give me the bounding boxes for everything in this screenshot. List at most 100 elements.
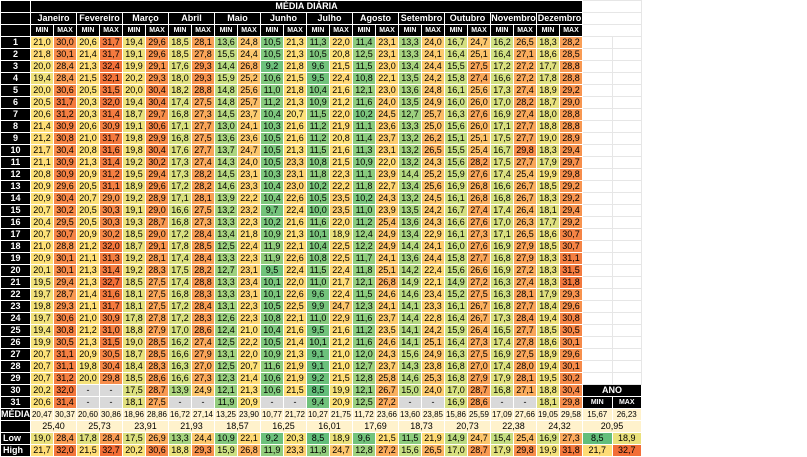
min-temp-cell[interactable]: 21,3 xyxy=(76,276,100,289)
max-temp-cell[interactable]: 27,2 xyxy=(467,276,491,289)
min-temp-cell[interactable]: 9,2 xyxy=(260,60,284,73)
min-temp-cell[interactable]: 9,5 xyxy=(260,264,284,277)
max-temp-cell[interactable]: 28,4 xyxy=(53,72,77,85)
ano-max-value[interactable]: 26,23 xyxy=(611,408,642,421)
ano-low-min[interactable]: 8,5 xyxy=(582,432,613,445)
min-temp-cell[interactable]: 21,2 xyxy=(76,240,100,253)
max-temp-cell[interactable]: 25,2 xyxy=(421,168,445,181)
max-temp-cell[interactable]: 31,5 xyxy=(559,264,583,277)
max-temp-cell[interactable]: 29,3 xyxy=(559,288,583,301)
min-temp-cell[interactable]: 14,5 xyxy=(214,168,238,181)
max-temp-cell[interactable]: 32,0 xyxy=(99,96,123,109)
max-temp-cell[interactable]: 23,1 xyxy=(237,168,261,181)
ano-high-min[interactable]: 21,7 xyxy=(582,444,613,457)
min-temp-cell[interactable]: 10,4 xyxy=(260,192,284,205)
max-temp-cell[interactable]: 21,6 xyxy=(283,216,307,229)
min-temp-cell[interactable]: 18,2 xyxy=(168,84,192,97)
max-temp-cell[interactable]: 30,1 xyxy=(559,336,583,349)
max-temp-cell[interactable]: 30,5 xyxy=(559,324,583,337)
max-temp-cell[interactable]: 24,1 xyxy=(375,252,399,265)
max-temp-cell[interactable]: 22,0 xyxy=(375,156,399,169)
max-temp-cell[interactable]: 22,1 xyxy=(375,72,399,85)
max-temp-cell[interactable]: 21,6 xyxy=(283,120,307,133)
min-temp-cell[interactable]: 17,1 xyxy=(168,120,192,133)
max-temp-cell[interactable]: 24,6 xyxy=(375,288,399,301)
max-temp-cell[interactable]: 28,8 xyxy=(559,60,583,73)
max-temp-cell[interactable]: 21,3 xyxy=(283,144,307,157)
max-temp-cell[interactable]: 26,2 xyxy=(421,132,445,145)
min-temp-cell[interactable]: 18,7 xyxy=(536,96,560,109)
max-temp-cell[interactable]: 28,7 xyxy=(467,384,491,397)
max-temp-cell[interactable]: 27,0 xyxy=(191,360,215,373)
min-temp-cell[interactable]: 17,5 xyxy=(168,264,192,277)
min-temp-cell[interactable]: 13,4 xyxy=(398,228,422,241)
min-temp-cell[interactable]: 17,4 xyxy=(168,96,192,109)
max-temp-cell[interactable]: 29,6 xyxy=(145,36,169,49)
max-temp-cell[interactable]: 22,5 xyxy=(329,240,353,253)
max-temp-cell[interactable]: 28,8 xyxy=(53,240,77,253)
min-temp-cell[interactable]: 15,6 xyxy=(444,120,468,133)
max-temp-cell[interactable]: 24,7 xyxy=(329,300,353,313)
min-temp-cell[interactable]: 15,8 xyxy=(444,72,468,85)
min-temp-cell[interactable]: 15,1 xyxy=(444,132,468,145)
min-temp-cell[interactable]: 13,3 xyxy=(214,288,238,301)
min-temp-cell[interactable]: 13,2 xyxy=(398,132,422,145)
max-temp-cell[interactable]: 26,4 xyxy=(513,204,537,217)
max-temp-cell[interactable]: 28,2 xyxy=(559,36,583,49)
low-min-cell[interactable]: 8,5 xyxy=(306,432,330,445)
min-temp-cell[interactable]: 18,9 xyxy=(536,348,560,361)
min-temp-cell[interactable]: 20,6 xyxy=(76,120,100,133)
min-temp-cell[interactable]: 17,1 xyxy=(490,228,514,241)
min-temp-cell[interactable]: 11,6 xyxy=(352,312,376,325)
max-temp-cell[interactable]: 29,1 xyxy=(145,60,169,73)
max-temp-cell[interactable]: 25,2 xyxy=(237,72,261,85)
media-month-cell[interactable]: 21,93 xyxy=(168,420,215,433)
min-temp-cell[interactable]: 18,1 xyxy=(536,396,560,409)
max-temp-cell[interactable]: 27,2 xyxy=(375,396,399,409)
max-temp-cell[interactable]: 27,5 xyxy=(467,60,491,73)
max-temp-cell[interactable]: 27,9 xyxy=(467,372,491,385)
max-temp-cell[interactable]: 28,5 xyxy=(145,336,169,349)
high-max-cell[interactable]: 32,0 xyxy=(53,444,77,457)
media-month-cell[interactable]: 25,40 xyxy=(30,420,77,433)
max-temp-cell[interactable]: 22,1 xyxy=(421,276,445,289)
min-temp-cell[interactable]: 11,7 xyxy=(352,252,376,265)
max-temp-cell[interactable]: 31,1 xyxy=(53,360,77,373)
max-temp-cell[interactable]: 27,5 xyxy=(513,348,537,361)
max-temp-cell[interactable]: 24,1 xyxy=(421,240,445,253)
min-temp-cell[interactable]: 21,4 xyxy=(30,120,54,133)
max-temp-cell[interactable]: 21,6 xyxy=(329,144,353,157)
max-temp-cell[interactable]: 31,6 xyxy=(99,288,123,301)
min-temp-cell[interactable]: 16,8 xyxy=(168,132,192,145)
max-temp-cell[interactable]: 25,0 xyxy=(421,120,445,133)
min-temp-cell[interactable]: 18,9 xyxy=(122,180,146,193)
min-temp-cell[interactable]: 17,5 xyxy=(490,132,514,145)
min-temp-cell[interactable]: 19,2 xyxy=(122,192,146,205)
media-month-cell[interactable]: 23,91 xyxy=(122,420,169,433)
min-temp-cell[interactable]: 13,5 xyxy=(398,72,422,85)
max-temp-cell[interactable]: 23,1 xyxy=(375,48,399,61)
max-temp-cell[interactable]: 21,7 xyxy=(329,276,353,289)
min-temp-cell[interactable]: 15,6 xyxy=(398,348,422,361)
min-temp-cell[interactable]: 13,1 xyxy=(214,300,238,313)
max-temp-cell[interactable]: 22,1 xyxy=(283,240,307,253)
max-temp-cell[interactable]: 21,5 xyxy=(283,72,307,85)
min-temp-cell[interactable]: 17,1 xyxy=(168,192,192,205)
ano-average-cell[interactable]: 20,95 xyxy=(582,420,642,433)
min-temp-cell[interactable]: 21,0 xyxy=(30,240,54,253)
min-temp-cell[interactable]: 16,1 xyxy=(444,84,468,97)
min-temp-cell[interactable]: 19,4 xyxy=(122,96,146,109)
min-temp-cell[interactable]: 20,9 xyxy=(76,228,100,241)
min-temp-cell[interactable]: 20,7 xyxy=(76,192,100,205)
min-temp-cell[interactable]: 20,6 xyxy=(30,108,54,121)
min-temp-cell[interactable]: 10,5 xyxy=(260,156,284,169)
min-temp-cell[interactable]: 17,0 xyxy=(444,384,468,397)
max-temp-cell[interactable]: 24,8 xyxy=(421,84,445,97)
empty-value-cell[interactable]: - xyxy=(398,396,422,409)
min-temp-cell[interactable]: 20,0 xyxy=(76,372,100,385)
min-temp-cell[interactable]: 13,6 xyxy=(398,252,422,265)
max-temp-cell[interactable]: 21,2 xyxy=(329,336,353,349)
max-temp-cell[interactable]: 29,4 xyxy=(559,204,583,217)
min-temp-cell[interactable]: 20,5 xyxy=(76,180,100,193)
max-temp-cell[interactable]: 28,1 xyxy=(191,192,215,205)
